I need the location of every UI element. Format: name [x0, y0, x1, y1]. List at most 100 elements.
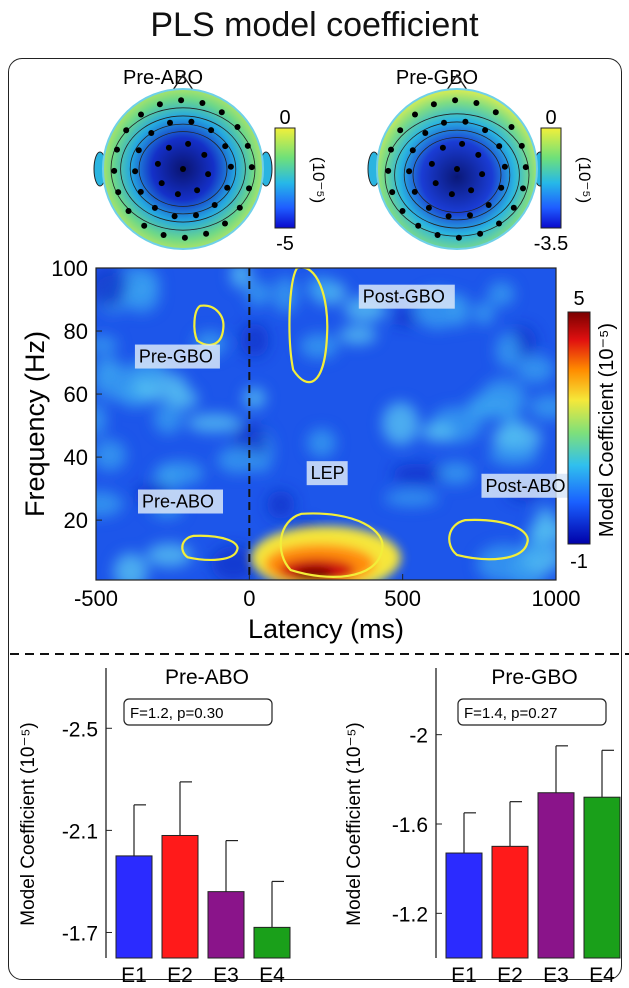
- region-label: Pre-GBO: [139, 347, 213, 367]
- stat-text: F=1.4, p=0.27: [464, 705, 557, 722]
- electrode: [178, 97, 185, 104]
- texture-blob: [467, 392, 520, 419]
- electrode: [244, 142, 251, 149]
- electrode: [409, 147, 416, 154]
- electrode: [425, 204, 432, 211]
- colorbar-min-label: -1: [570, 551, 588, 573]
- electrode: [518, 142, 525, 149]
- electrode: [125, 208, 132, 214]
- region-label: Post-GBO: [363, 287, 445, 307]
- y-tick-label: -1.2: [392, 903, 428, 926]
- category-label: E2: [497, 964, 523, 987]
- region-label-bg: [358, 284, 455, 309]
- x-tick-label: -500: [74, 586, 118, 611]
- electrode: [454, 166, 460, 172]
- scale-max-label: 0: [279, 107, 290, 129]
- texture-blob: [527, 524, 556, 541]
- electrode: [455, 234, 462, 241]
- electrode: [222, 220, 228, 227]
- electrode: [445, 213, 452, 220]
- bar-e3: [207, 891, 245, 959]
- bar-e4: [253, 926, 291, 959]
- texture-blob: [491, 423, 542, 453]
- electrode: [222, 143, 229, 150]
- topomap-scale: 0 -3.5 (10⁻⁵): [534, 107, 594, 255]
- electrode: [203, 230, 210, 237]
- y-tick-label: 40: [64, 445, 88, 470]
- bar-e4: [583, 796, 621, 959]
- electrode: [388, 146, 394, 153]
- electrode: [132, 168, 139, 175]
- region-contour: [181, 534, 239, 562]
- colorbar-label: Model Coefficient (10⁻⁵): [596, 323, 618, 537]
- y-tick-label: -2: [409, 725, 428, 748]
- electrode: [448, 191, 455, 198]
- texture-blob: [487, 281, 515, 307]
- stat-box: [457, 698, 607, 726]
- electrode: [151, 204, 158, 211]
- x-tick-label: 0: [243, 586, 255, 611]
- electrode: [428, 160, 435, 167]
- region-label-bg: [481, 473, 578, 498]
- scale-bar: [540, 127, 562, 229]
- electrode: [508, 124, 515, 130]
- electrode: [171, 213, 178, 220]
- y-axis-label: Frequency (Hz): [20, 331, 50, 517]
- region-label: LEP: [311, 463, 345, 483]
- electrode: [234, 124, 241, 130]
- electrode: [397, 127, 404, 134]
- texture-blob: [146, 543, 192, 567]
- electrode: [434, 232, 441, 238]
- nose: [170, 73, 196, 94]
- electrode: [160, 232, 167, 238]
- electrode: [211, 202, 218, 208]
- texture-blob: [157, 460, 204, 486]
- texture-blob: [245, 280, 271, 307]
- texture-blob: [391, 308, 419, 326]
- electrode: [430, 101, 437, 108]
- texture-blob: [96, 335, 119, 354]
- electrode: [406, 168, 413, 175]
- region-label: Pre-ABO: [142, 492, 214, 512]
- texture-blob: [153, 403, 183, 435]
- y-axis-label: Model Coefficient (10⁻⁵): [344, 722, 365, 925]
- y-tick-label: -1.7: [62, 922, 98, 945]
- electrode: [208, 127, 215, 134]
- electrode: [148, 130, 155, 136]
- texture-blob: [96, 268, 129, 308]
- bar-chart-pre-abo: Pre-ABO F=1.2, p=0.30 -2.5 -2.1 -1.7 E1 E2 E3 E4…: [18, 666, 291, 987]
- scale-max-label: 0: [545, 107, 556, 129]
- bar-chart-title: Pre-ABO: [165, 666, 249, 689]
- bar-e3: [537, 792, 575, 959]
- bar-e1: [445, 852, 483, 959]
- electrode: [439, 144, 446, 151]
- region-contour: [279, 512, 384, 578]
- electrode: [501, 163, 508, 170]
- contour-line: [403, 129, 511, 221]
- electrode: [389, 189, 396, 196]
- colorbar-gradient: [567, 311, 591, 545]
- region-label-bg: [306, 461, 348, 486]
- x-axis-label: Latency (ms): [248, 614, 404, 644]
- time-frequency-heatmap: Pre-GBO Post-GBO LEP Pre-ABO Post-ABO -500 0 50…: [20, 256, 618, 644]
- heatmap-colorbar: 5 -1 Model Coefficient (10⁻⁵): [567, 288, 618, 573]
- contour-line: [138, 131, 228, 207]
- scale-min-label: -3.5: [534, 233, 568, 255]
- texture-blob: [217, 446, 260, 474]
- texture-blob: [123, 278, 160, 313]
- texture-blob: [187, 413, 242, 433]
- electrode: [475, 151, 482, 158]
- electrode: [205, 171, 212, 178]
- bar-e2: [491, 845, 529, 959]
- category-label: E4: [259, 964, 285, 987]
- electrode: [218, 109, 225, 116]
- texture-blob: [242, 387, 266, 409]
- electrode: [156, 101, 163, 108]
- x-tick-label: 500: [384, 586, 421, 611]
- electrode: [522, 164, 529, 171]
- region-label-bg: [134, 344, 220, 369]
- y-tick-label: -2.5: [62, 718, 98, 741]
- electrode: [199, 100, 206, 106]
- scale-bar: [274, 127, 296, 229]
